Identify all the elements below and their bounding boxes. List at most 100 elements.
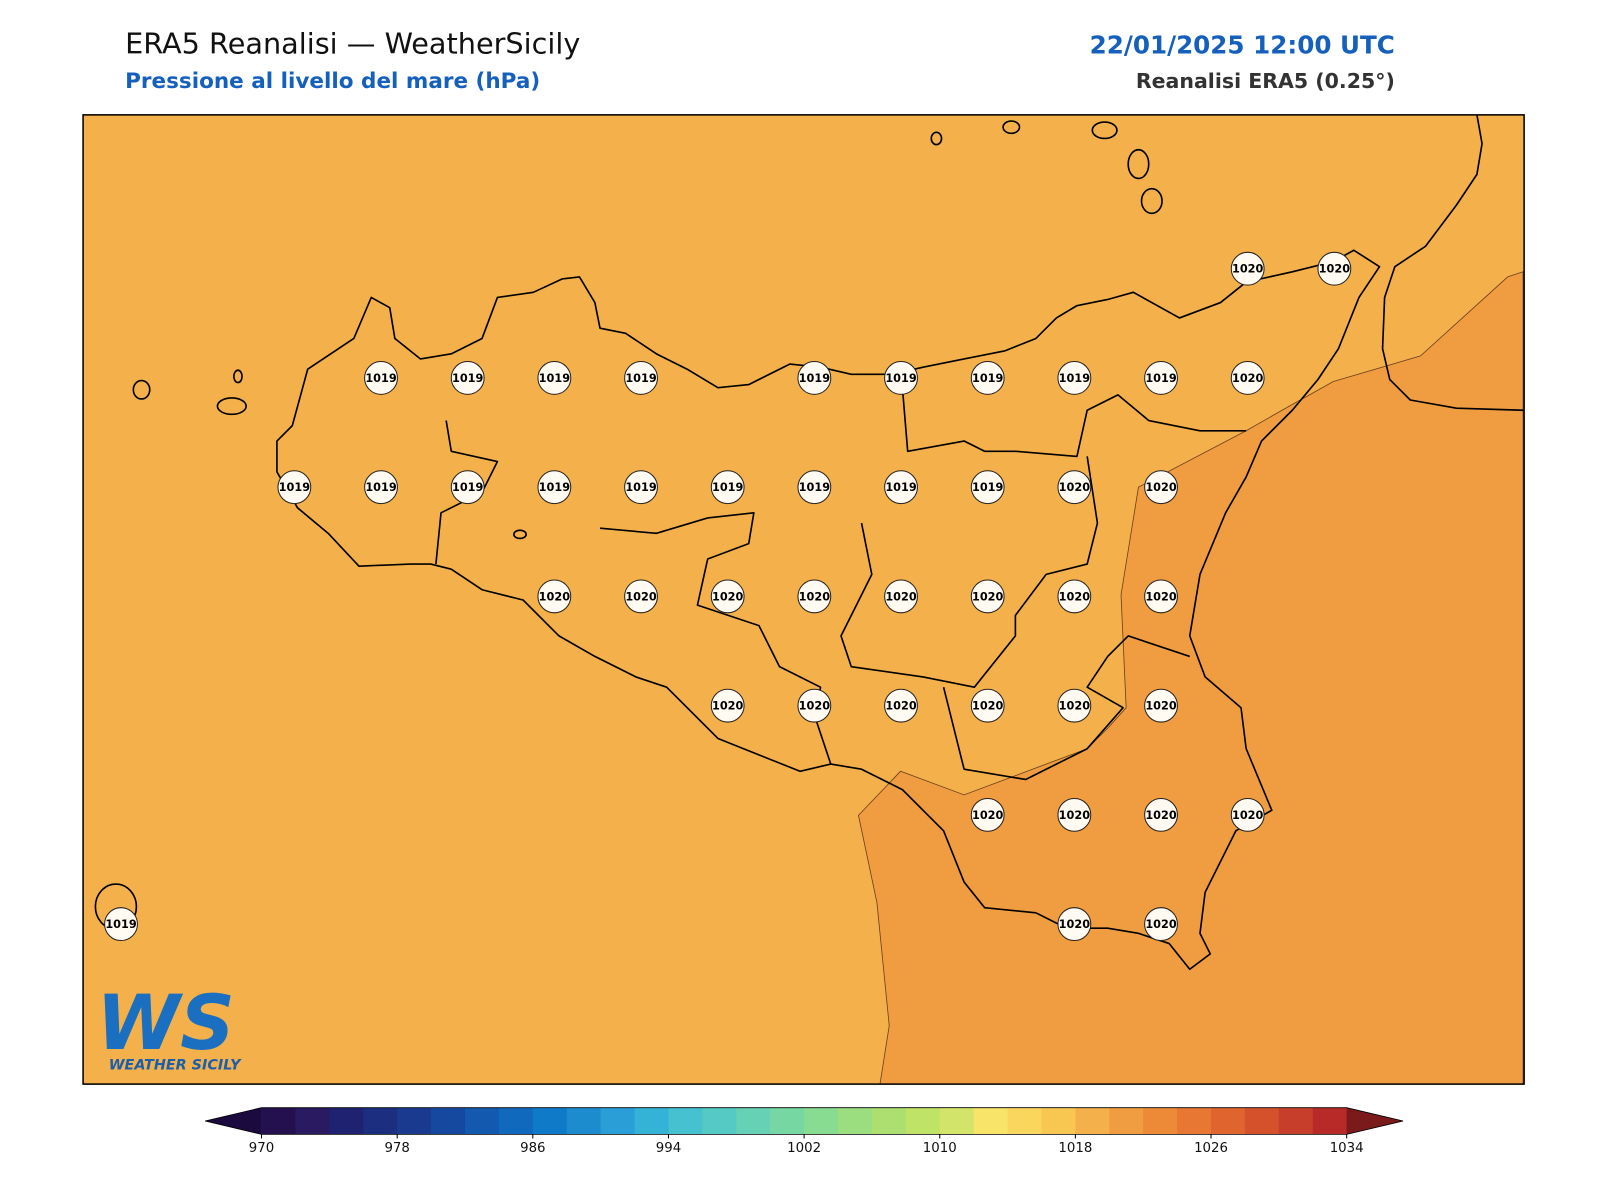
station-marker bbox=[1057, 579, 1092, 614]
logo-mark: WS bbox=[96, 979, 234, 1067]
colorbar-tick-label: 1010 bbox=[923, 1141, 957, 1156]
station-value: 1020 bbox=[712, 590, 744, 603]
colorbar-band bbox=[295, 1107, 330, 1135]
station: 1020 bbox=[1144, 579, 1178, 614]
colorbar-band bbox=[261, 1107, 296, 1135]
station-value: 1019 bbox=[625, 372, 657, 385]
colorbar-tick-label: 1002 bbox=[787, 1141, 821, 1156]
colorbar-band bbox=[973, 1107, 1009, 1135]
station-marker bbox=[624, 470, 658, 505]
station-marker bbox=[1144, 797, 1178, 832]
station-value: 1020 bbox=[1059, 590, 1091, 603]
station-marker bbox=[364, 361, 398, 395]
station-value: 1019 bbox=[452, 372, 484, 385]
station: 1020 bbox=[884, 688, 918, 723]
station-marker bbox=[710, 579, 745, 614]
station-marker bbox=[1057, 361, 1092, 395]
colorbar-band bbox=[329, 1107, 364, 1135]
station: 1020 bbox=[537, 579, 572, 614]
station-marker bbox=[450, 470, 485, 505]
station: 1019 bbox=[364, 361, 398, 395]
station: 1019 bbox=[1057, 361, 1092, 395]
station-marker bbox=[104, 907, 138, 942]
source: Reanalisi ERA5 (0.25°) bbox=[1136, 69, 1395, 93]
logo-name: WEATHER SICILY bbox=[109, 1058, 242, 1074]
station-value: 1019 bbox=[452, 481, 484, 494]
station-value: 1020 bbox=[972, 590, 1004, 603]
colorbar-band bbox=[838, 1107, 873, 1135]
colorbar-under bbox=[205, 1107, 262, 1135]
station-marker bbox=[970, 470, 1005, 505]
colorbar-band bbox=[465, 1107, 500, 1135]
station: 1019 bbox=[537, 470, 572, 505]
station-value: 1020 bbox=[1319, 263, 1351, 276]
station-value: 1020 bbox=[885, 700, 917, 713]
colorbar-band bbox=[668, 1107, 703, 1135]
station-marker bbox=[1057, 470, 1092, 505]
station-marker bbox=[797, 361, 832, 395]
station: 1020 bbox=[797, 688, 832, 723]
colorbar-band bbox=[1278, 1107, 1314, 1135]
station-marker bbox=[450, 361, 485, 395]
colorbar-band bbox=[1007, 1107, 1042, 1135]
colorbar: 970 978 986 994 1002 1010 1018 1026 1034 bbox=[205, 1107, 1404, 1156]
station: 1020 bbox=[1230, 797, 1265, 832]
station: 1020 bbox=[1144, 470, 1178, 505]
station-marker bbox=[537, 470, 572, 505]
station-value: 1020 bbox=[1232, 809, 1264, 822]
colorbar-band bbox=[363, 1107, 398, 1135]
title: ERA5 Reanalisi — WeatherSicily bbox=[125, 26, 580, 60]
station: 1019 bbox=[624, 361, 658, 395]
stations: 1020 1020 1019 1019 1019 1019 1019 1019 1019 1019… bbox=[104, 251, 1352, 942]
station-marker bbox=[1230, 361, 1265, 395]
colorbar-band bbox=[871, 1107, 907, 1135]
station-value: 1019 bbox=[1145, 372, 1177, 385]
station: 1020 bbox=[1230, 251, 1265, 286]
station-value: 1020 bbox=[1145, 700, 1177, 713]
station-value: 1020 bbox=[1232, 263, 1264, 276]
colorbar-band bbox=[566, 1107, 602, 1135]
colorbar-band bbox=[1109, 1107, 1144, 1135]
station-marker bbox=[884, 688, 918, 723]
colorbar-band bbox=[1177, 1107, 1212, 1135]
station: 1019 bbox=[104, 907, 138, 942]
station: 1019 bbox=[970, 470, 1005, 505]
colorbar-band bbox=[634, 1107, 669, 1135]
station: 1019 bbox=[1144, 361, 1178, 395]
station: 1019 bbox=[537, 361, 572, 395]
station-marker bbox=[277, 470, 312, 505]
colorbar-tick-label: 970 bbox=[249, 1141, 274, 1156]
colorbar-band bbox=[397, 1107, 432, 1135]
colorbar-tick-label: 1018 bbox=[1058, 1141, 1092, 1156]
colorbar-band bbox=[939, 1107, 975, 1135]
station-value: 1019 bbox=[279, 481, 311, 494]
station: 1019 bbox=[364, 470, 398, 505]
colorbar-band bbox=[736, 1107, 771, 1135]
station: 1020 bbox=[1057, 797, 1092, 832]
station-value: 1020 bbox=[799, 700, 831, 713]
station: 1019 bbox=[710, 470, 745, 505]
station-marker bbox=[1230, 251, 1265, 286]
station: 1019 bbox=[797, 361, 832, 395]
station-value: 1019 bbox=[712, 481, 744, 494]
station-marker bbox=[1144, 361, 1178, 395]
station: 1020 bbox=[970, 797, 1005, 832]
station-value: 1020 bbox=[972, 700, 1004, 713]
station-marker bbox=[970, 797, 1005, 832]
station: 1020 bbox=[1317, 251, 1352, 286]
station: 1020 bbox=[624, 579, 658, 614]
colorbar-band bbox=[1075, 1107, 1110, 1135]
colorbar-band bbox=[1244, 1107, 1280, 1135]
colorbar-band bbox=[498, 1107, 534, 1135]
colorbar-band bbox=[1312, 1107, 1348, 1135]
datetime: 22/01/2025 12:00 UTC bbox=[1090, 30, 1395, 59]
station: 1020 bbox=[884, 579, 918, 614]
colorbar-band bbox=[600, 1107, 636, 1135]
map: 1020 1020 1019 1019 1019 1019 1019 1019 1019 1019… bbox=[82, 114, 1525, 1085]
station: 1020 bbox=[1057, 688, 1092, 723]
station-value: 1019 bbox=[365, 481, 397, 494]
station: 1019 bbox=[624, 470, 658, 505]
calabria-coast bbox=[1381, 114, 1524, 412]
station-marker bbox=[1144, 907, 1178, 942]
